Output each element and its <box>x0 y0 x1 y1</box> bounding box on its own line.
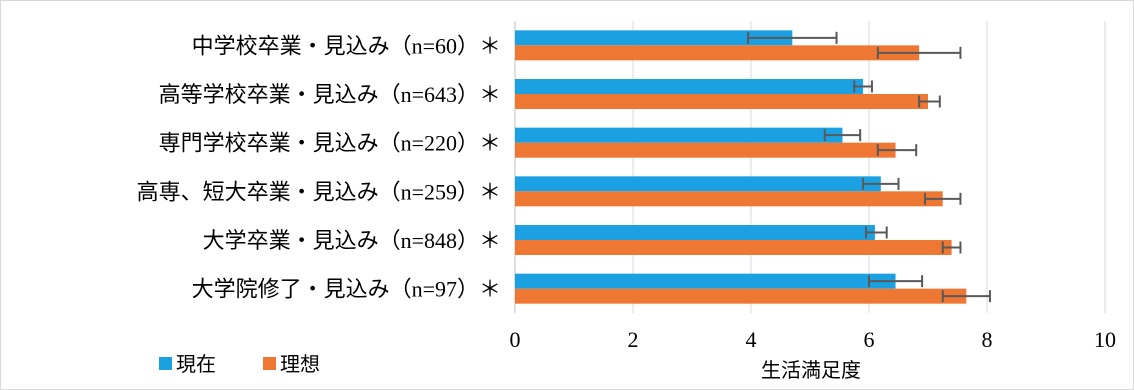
x-tick-label: 4 <box>746 327 757 352</box>
bar-ideal <box>515 142 896 158</box>
category-label: 中学校卒業・見込み（n=60）＊ <box>192 33 501 58</box>
bar-ideal <box>515 45 920 61</box>
x-tick-label: 6 <box>864 327 875 352</box>
x-tick-label: 0 <box>510 327 521 352</box>
x-tick-label: 2 <box>628 327 639 352</box>
legend-swatch <box>263 357 276 370</box>
legend-swatch <box>159 357 172 370</box>
x-tick-label: 8 <box>982 327 993 352</box>
bar-current <box>515 273 896 289</box>
bar-current <box>515 176 881 192</box>
x-axis-title: 生活満足度 <box>761 358 861 382</box>
category-label: 専門学校卒業・見込み（n=220）＊ <box>159 131 501 156</box>
category-label: 大学院修了・見込み（n=97）＊ <box>192 277 501 302</box>
category-label: 大学卒業・見込み（n=848）＊ <box>203 228 501 253</box>
bar-current <box>515 30 793 46</box>
category-label: 高等学校卒業・見込み（n=643）＊ <box>159 82 501 107</box>
bar-ideal <box>515 288 967 304</box>
bar-ideal <box>515 94 928 109</box>
bar-ideal <box>515 191 943 207</box>
bar-ideal <box>515 240 952 255</box>
legend-label: 現在 <box>176 352 216 376</box>
x-tick-label: 10 <box>1094 327 1116 352</box>
legend-label: 理想 <box>280 352 320 376</box>
bar-current <box>515 127 843 143</box>
bar-current <box>515 79 864 94</box>
category-label: 高専、短大卒業・見込み（n=259）＊ <box>137 179 501 204</box>
bar-current <box>515 225 875 240</box>
